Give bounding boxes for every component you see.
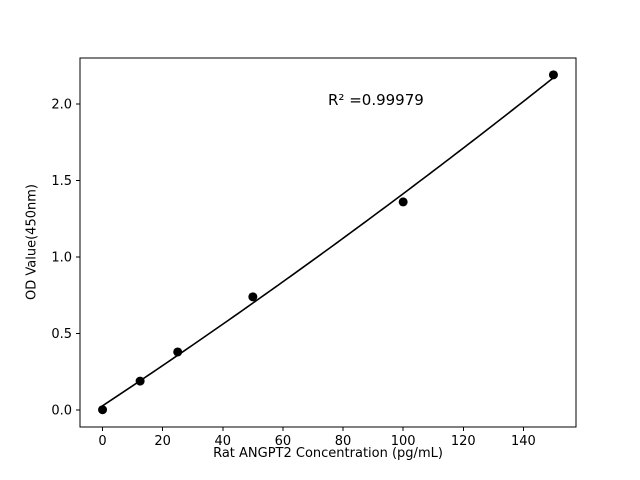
y-tick-label: 1.5 [51, 174, 72, 189]
x-tick-label: 140 [511, 434, 536, 449]
x-tick-label: 100 [391, 434, 416, 449]
x-tick-label: 20 [154, 434, 171, 449]
y-tick-label: 1.0 [51, 251, 72, 266]
data-point [98, 405, 108, 415]
data-point [548, 70, 558, 80]
x-tick-label: 40 [215, 434, 232, 449]
x-tick-label: 0 [98, 434, 106, 449]
data-point [398, 197, 408, 207]
r-squared-annotation: R² =0.99979 [328, 91, 424, 109]
x-tick-label: 60 [275, 434, 292, 449]
x-tick-label: 120 [451, 434, 476, 449]
x-tick-label: 80 [335, 434, 352, 449]
fit-line [101, 76, 555, 407]
y-tick-label: 2.0 [51, 97, 72, 112]
x-axis-label: Rat ANGPT2 Concentration (pg/mL) [213, 446, 443, 461]
data-point [248, 292, 258, 302]
y-axis-label: OD Value(450nm) [24, 184, 40, 300]
data-point [173, 347, 183, 357]
plot-border [79, 57, 577, 428]
data-point [135, 376, 145, 386]
y-tick-label: 0.0 [51, 404, 72, 419]
y-tick-label: 0.5 [51, 327, 72, 342]
